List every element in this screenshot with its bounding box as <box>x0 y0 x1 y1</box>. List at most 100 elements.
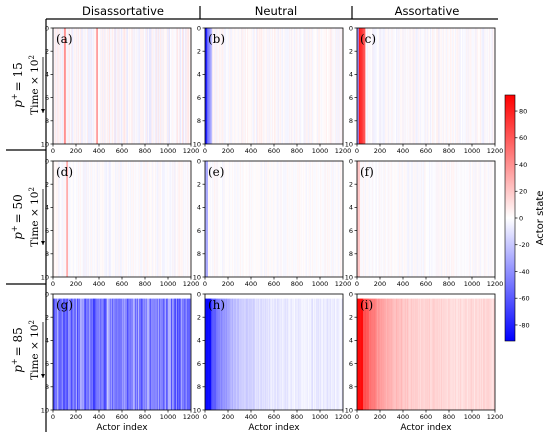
heatmap-stripe <box>361 298 363 410</box>
heatmap-stripe <box>413 161 415 277</box>
heatmap-stripe <box>302 28 304 144</box>
svg-text:Time × 102: Time × 102 <box>28 320 41 380</box>
heatmap-stripe <box>239 298 241 410</box>
heatmap-stripe <box>161 28 163 144</box>
heatmap-stripe <box>62 161 63 277</box>
heatmap-stripe <box>118 161 120 277</box>
heatmap-stripe <box>120 161 122 277</box>
heatmap-stripe <box>443 161 445 277</box>
heatmap-stripe <box>477 161 478 277</box>
heatmap-stripe <box>315 161 317 277</box>
heatmap-stripe <box>205 298 206 410</box>
heatmap-stripe <box>406 28 408 144</box>
heatmap-stripe <box>284 161 286 277</box>
heatmap-stripe <box>241 298 242 410</box>
heatmap-stripe <box>259 28 261 144</box>
heatmap-stripe <box>114 161 116 277</box>
heatmap-stripe <box>75 161 77 277</box>
heatmap-stripe <box>326 298 328 410</box>
heatmap-stripe <box>368 161 370 277</box>
heatmap-stripe <box>89 28 90 144</box>
heatmap-stripe <box>391 28 393 144</box>
heatmap-stripe <box>108 298 110 410</box>
heatmap-stripe <box>278 298 280 410</box>
heatmap-stripe <box>337 28 338 144</box>
heatmap-stripe <box>129 28 131 144</box>
heatmap-stripe <box>339 28 341 144</box>
heatmap-stripe <box>417 298 418 410</box>
heatmap-stripe <box>341 161 343 277</box>
heatmap-stripe <box>102 28 104 144</box>
heatmap-stripe <box>122 298 123 410</box>
heatmap-stripe <box>304 298 306 410</box>
panel-label: (i) <box>360 298 373 312</box>
heatmap-stripe <box>423 28 424 144</box>
heatmap-stripe <box>268 298 269 410</box>
heatmap-stripe <box>217 161 219 277</box>
heatmap-stripe <box>263 28 265 144</box>
heatmap-stripe <box>378 298 379 410</box>
heatmap-stripe <box>418 161 420 277</box>
heatmap-stripe <box>477 161 479 277</box>
heatmap-stripe <box>173 28 175 144</box>
heatmap-stripe <box>229 28 230 144</box>
heatmap-stripe <box>118 298 120 410</box>
heatmap-stripe <box>158 28 160 144</box>
heatmap-stripe <box>489 161 490 277</box>
heatmap-stripe <box>125 298 127 410</box>
heatmap-stripe <box>165 161 167 277</box>
heatmap-stripe <box>379 28 381 144</box>
heatmap-stripe <box>232 161 234 277</box>
heatmap-stripe <box>471 161 473 277</box>
y-tick-label: 10 <box>41 406 49 414</box>
heatmap-stripe <box>383 298 385 410</box>
heatmap-stripe <box>408 161 410 277</box>
heatmap-stripe <box>144 161 146 277</box>
heatmap-stripe <box>411 28 413 144</box>
heatmap-stripe <box>486 298 488 410</box>
heatmap-stripe <box>477 28 479 144</box>
heatmap-stripe <box>156 161 158 277</box>
y-tick-label: 0 <box>349 157 353 165</box>
heatmap-stripe <box>145 298 147 410</box>
heatmap-stripe <box>116 298 118 410</box>
heatmap-stripe <box>381 28 383 144</box>
heatmap-stripe <box>453 298 454 410</box>
heatmap-stripe <box>141 28 143 144</box>
heatmap-stripe <box>380 298 382 410</box>
heatmap-stripe <box>168 298 170 410</box>
heatmap-stripe <box>273 28 275 144</box>
heatmap-stripe <box>455 161 457 277</box>
heatmap-stripe <box>463 298 465 410</box>
heatmap-stripe <box>92 298 93 410</box>
heatmap-stripe <box>277 298 279 410</box>
heatmap-stripe <box>295 161 297 277</box>
heatmap-stripe <box>208 28 210 144</box>
heatmap-stripe <box>69 28 71 144</box>
heatmap-stripe <box>325 161 327 277</box>
heatmap-stripe <box>162 28 164 144</box>
heatmap-stripe <box>334 28 335 144</box>
heatmap-stripe <box>324 298 326 410</box>
heatmap-stripe <box>234 28 236 144</box>
x-tick-label: 200 <box>374 147 386 155</box>
heatmap-stripe <box>314 298 316 410</box>
heatmap-stripe <box>120 298 122 410</box>
heatmap-stripe <box>415 161 417 277</box>
heatmap-stripe <box>466 28 468 144</box>
heatmap-stripe <box>392 298 394 410</box>
heatmap-stripe <box>333 298 335 410</box>
heatmap-stripe <box>209 161 211 277</box>
heatmap-stripe <box>306 161 308 277</box>
heatmap-stripe <box>451 298 453 410</box>
heatmap-stripe <box>125 298 126 410</box>
heatmap-stripe <box>188 28 189 144</box>
heatmap-stripe <box>459 161 460 277</box>
heatmap-stripe <box>211 28 212 144</box>
heatmap-stripe <box>361 28 363 144</box>
heatmap-stripe <box>363 298 365 410</box>
heatmap-stripe <box>490 28 492 144</box>
heatmap-stripe <box>185 161 187 277</box>
heatmap-stripe <box>215 161 217 277</box>
heatmap-stripe <box>78 161 80 277</box>
